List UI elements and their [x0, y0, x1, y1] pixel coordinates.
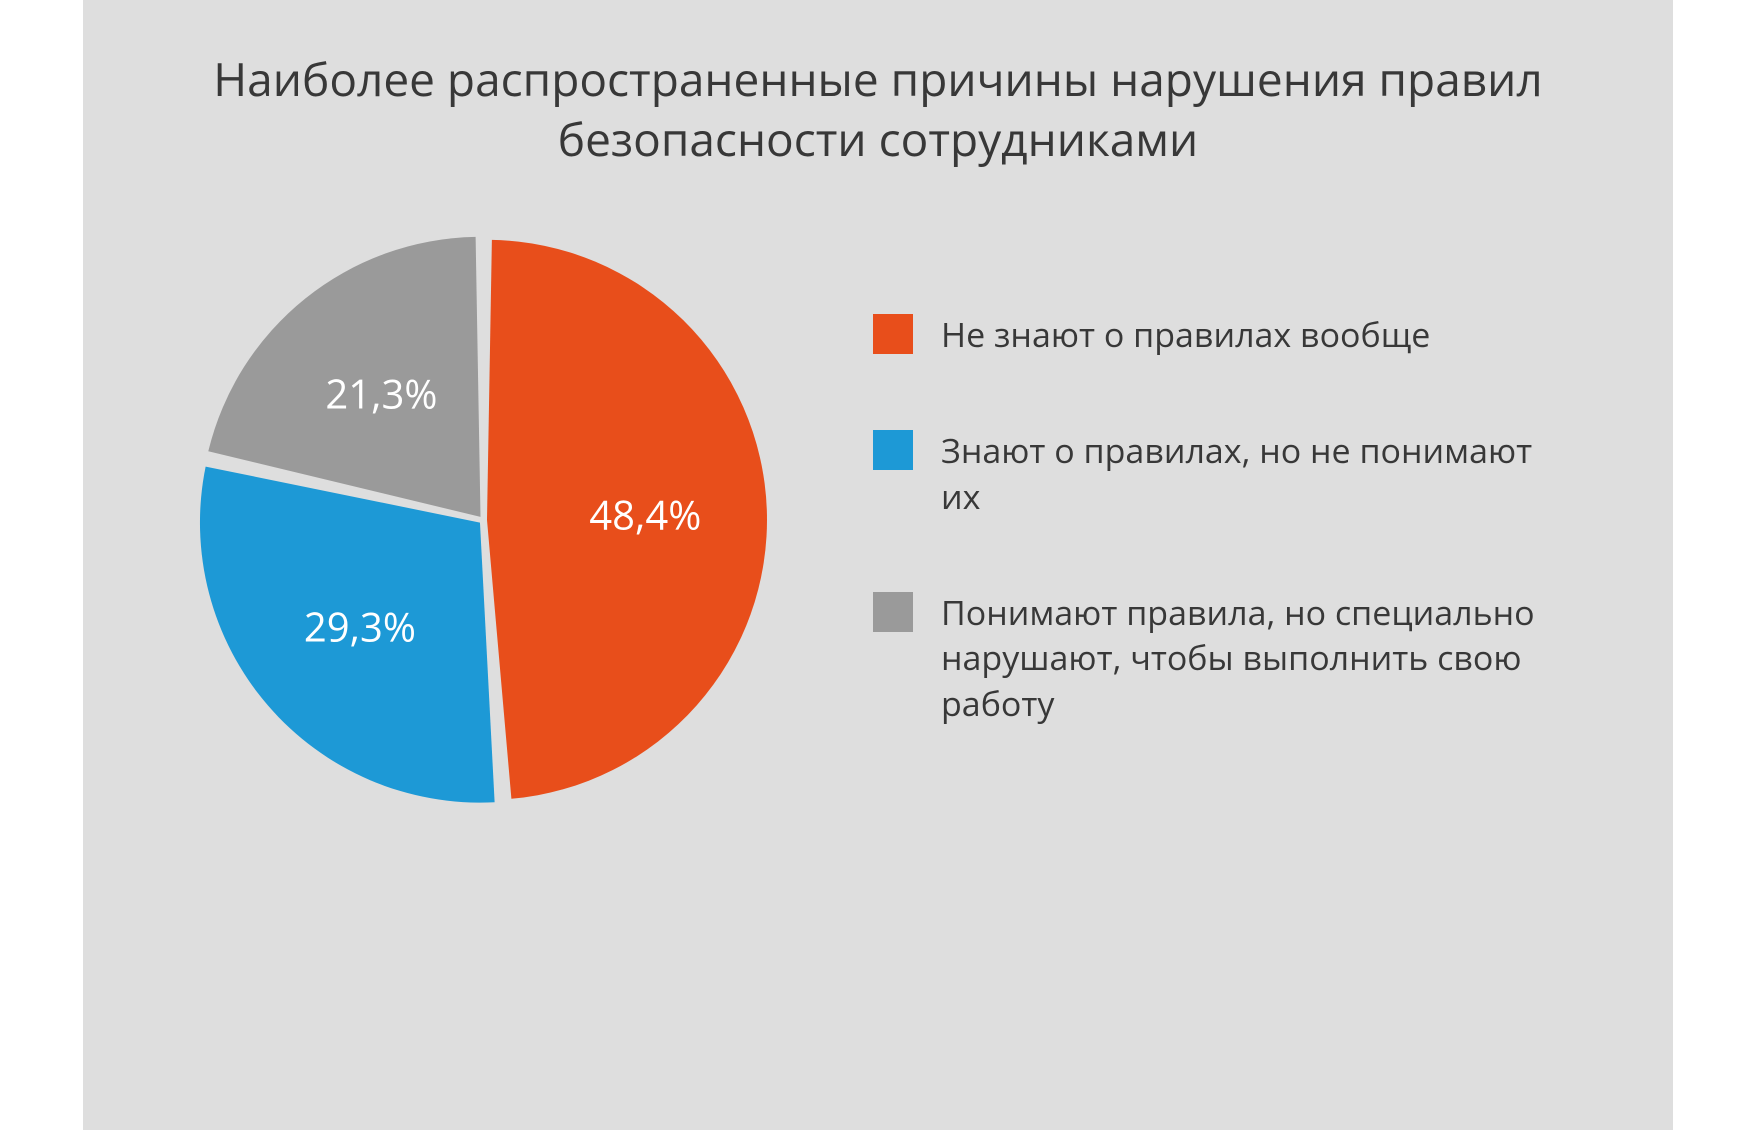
- slice-label-2: 21,3%: [325, 365, 437, 420]
- legend-text-0: Не знают о правилах вообще: [941, 312, 1430, 358]
- chart-body: 48,4% 29,3% 21,3% Не знают о правилах вооб…: [163, 230, 1593, 810]
- legend: Не знают о правилах вообще Знают о правил…: [873, 312, 1541, 727]
- legend-item-2: Понимают правила, но специально нарушают…: [873, 590, 1541, 728]
- legend-swatch-0: [873, 314, 913, 354]
- legend-swatch-2: [873, 592, 913, 632]
- legend-item-1: Знают о правилах, но не понимают их: [873, 428, 1541, 520]
- pie-chart: 48,4% 29,3% 21,3%: [193, 230, 773, 810]
- chart-title: Наиболее распространенные причины наруше…: [163, 50, 1593, 170]
- slice-label-1: 29,3%: [304, 598, 416, 653]
- chart-container: Наиболее распространенные причины наруше…: [83, 0, 1673, 1130]
- legend-swatch-1: [873, 430, 913, 470]
- legend-text-1: Знают о правилах, но не понимают их: [941, 428, 1541, 520]
- legend-text-2: Понимают правила, но специально нарушают…: [941, 590, 1541, 728]
- legend-item-0: Не знают о правилах вообще: [873, 312, 1541, 358]
- slice-label-0: 48,4%: [589, 486, 701, 541]
